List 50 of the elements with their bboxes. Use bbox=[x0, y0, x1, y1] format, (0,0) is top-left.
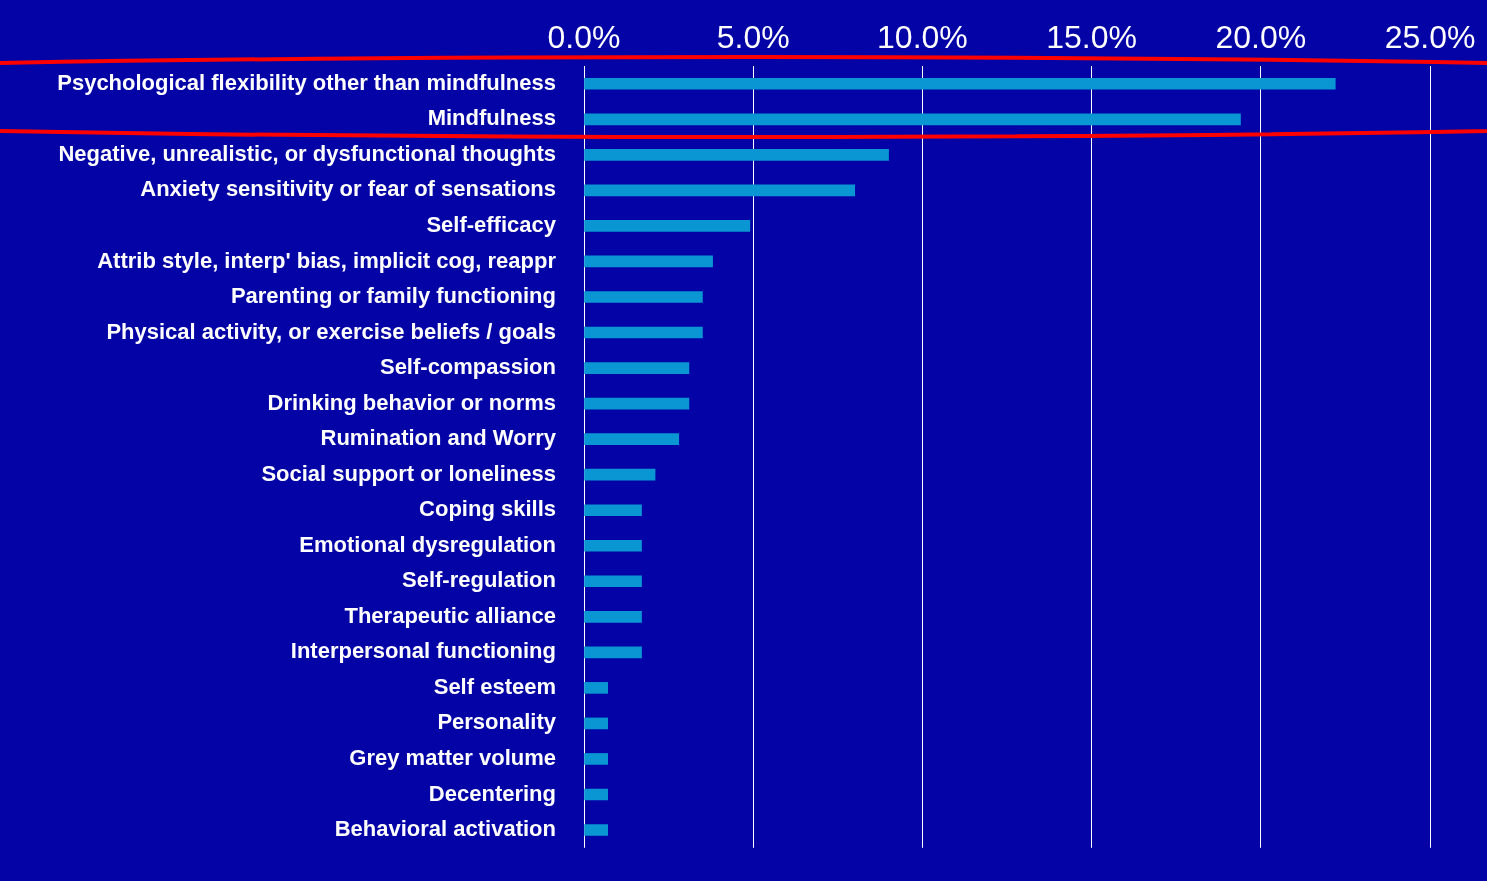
y-tick-label: Parenting or family functioning bbox=[230, 283, 556, 309]
y-tick-label: Physical activity, or exercise beliefs / goals bbox=[106, 318, 556, 344]
bar bbox=[584, 220, 751, 232]
x-tick-label: 15.0% bbox=[1046, 18, 1137, 55]
bar bbox=[584, 824, 609, 836]
bar bbox=[584, 753, 609, 765]
y-tick-label: Anxiety sensitivity or fear of sensations bbox=[140, 176, 556, 202]
y-tick-label: Decentering bbox=[428, 780, 556, 806]
bar bbox=[584, 77, 1336, 90]
y-tick-label: Psychological flexibility other than mindfulness bbox=[57, 69, 556, 95]
bar bbox=[584, 362, 690, 374]
bar bbox=[584, 326, 703, 339]
x-tick-label: 25.0% bbox=[1384, 18, 1476, 55]
x-tick-label: 0.0% bbox=[547, 18, 621, 55]
bar bbox=[584, 149, 889, 161]
y-tick-label: Self-efficacy bbox=[426, 211, 557, 237]
bar bbox=[584, 610, 642, 623]
y-tick-label: Mindfulness bbox=[427, 105, 556, 131]
bar bbox=[584, 184, 856, 197]
y-tick-label: Emotional dysregulation bbox=[299, 531, 556, 557]
bar bbox=[584, 682, 609, 694]
bar bbox=[584, 646, 642, 659]
y-tick-label: Self-compassion bbox=[379, 354, 556, 380]
y-tick-label: Therapeutic alliance bbox=[344, 602, 556, 628]
bar bbox=[584, 433, 680, 445]
bar bbox=[584, 397, 690, 410]
bar bbox=[584, 468, 656, 481]
bar bbox=[584, 113, 1241, 126]
x-tick-label: 20.0% bbox=[1215, 18, 1307, 55]
y-tick-label: Attrib style, interp' bias, implicit cog, reappr bbox=[97, 247, 557, 273]
y-tick-label: Rumination and Worry bbox=[320, 425, 557, 451]
y-tick-label: Coping skills bbox=[419, 496, 556, 522]
bar bbox=[584, 504, 642, 517]
bar bbox=[584, 788, 609, 801]
bar bbox=[584, 255, 713, 268]
y-tick-label: Self esteem bbox=[433, 673, 556, 699]
x-tick-label: 5.0% bbox=[716, 18, 790, 55]
y-tick-label: Personality bbox=[437, 709, 557, 735]
y-tick-label: Drinking behavior or norms bbox=[267, 389, 556, 415]
y-tick-label: Behavioral activation bbox=[334, 816, 556, 842]
bar bbox=[584, 717, 609, 730]
bar bbox=[584, 539, 642, 552]
y-tick-label: Self-regulation bbox=[401, 567, 556, 593]
y-tick-label: Interpersonal functioning bbox=[290, 638, 556, 664]
bar bbox=[584, 291, 703, 303]
bar bbox=[584, 575, 642, 588]
y-tick-label: Grey matter volume bbox=[349, 745, 556, 771]
x-tick-label: 10.0% bbox=[877, 18, 968, 55]
y-tick-label: Social support or loneliness bbox=[261, 460, 556, 486]
y-tick-label: Negative, unrealistic, or dysfunctional thoughts bbox=[58, 140, 556, 166]
